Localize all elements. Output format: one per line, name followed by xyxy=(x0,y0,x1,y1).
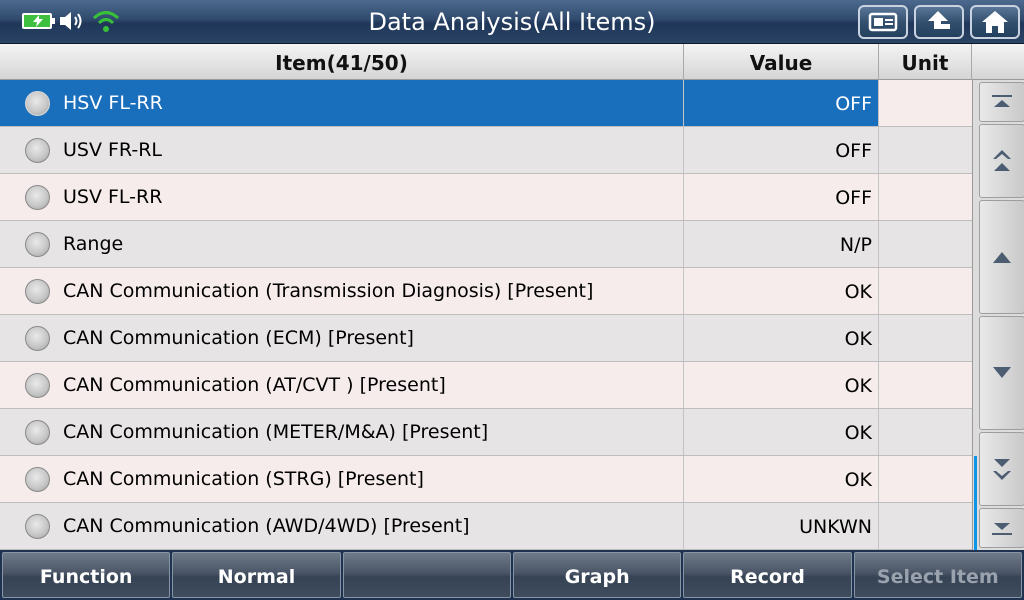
row-radio[interactable] xyxy=(25,419,50,445)
table-row[interactable]: USV FR-RL OFF xyxy=(0,127,972,174)
item-cell: USV FL-RR xyxy=(0,174,684,220)
scroll-bottom-icon xyxy=(992,523,1012,535)
unit-cell xyxy=(879,456,972,502)
item-label: Range xyxy=(63,233,124,255)
item-cell: Range xyxy=(0,221,684,267)
row-radio[interactable] xyxy=(25,372,50,398)
line-down-button[interactable] xyxy=(979,316,1024,430)
column-header-unit: Unit xyxy=(879,44,972,80)
speaker-icon xyxy=(60,12,82,30)
row-radio[interactable] xyxy=(25,137,50,163)
value-cell: OK xyxy=(684,456,879,502)
value-cell: OK xyxy=(684,315,879,361)
item-cell: CAN Communication (METER/M&A) [Present] xyxy=(0,409,684,455)
item-cell: CAN Communication (Transmission Diagnosi… xyxy=(0,268,684,314)
column-header-spacer xyxy=(972,44,1024,80)
unit-cell xyxy=(879,503,972,549)
value-cell: OK xyxy=(684,409,879,455)
scroll-top-icon xyxy=(992,95,1012,107)
value-cell: N/P xyxy=(684,221,879,267)
row-radio[interactable] xyxy=(25,466,50,492)
row-radio[interactable] xyxy=(25,90,50,116)
scroll-bottom-button[interactable] xyxy=(979,508,1024,548)
row-radio[interactable] xyxy=(25,325,50,351)
value-cell: OFF xyxy=(684,174,879,220)
table-row[interactable]: CAN Communication (METER/M&A) [Present] … xyxy=(0,409,972,456)
row-radio[interactable] xyxy=(25,278,50,304)
item-label: HSV FL-RR xyxy=(63,92,163,114)
item-cell: CAN Communication (AT/CVT ) [Present] xyxy=(0,362,684,408)
page-up-button[interactable] xyxy=(979,124,1024,198)
table-header: Item(41/50) Value Unit xyxy=(0,44,1024,80)
unit-cell xyxy=(879,409,972,455)
item-cell: CAN Communication (AWD/4WD) [Present] xyxy=(0,503,684,549)
unit-cell xyxy=(879,80,972,126)
column-header-item: Item(41/50) xyxy=(0,44,684,80)
line-down-icon xyxy=(993,367,1011,378)
unit-cell xyxy=(879,221,972,267)
item-cell: USV FR-RL xyxy=(0,127,684,173)
value-cell: OFF xyxy=(684,80,879,126)
table-row[interactable]: CAN Communication (STRG) [Present] OK xyxy=(0,456,972,503)
line-up-button[interactable] xyxy=(979,200,1024,314)
item-label: CAN Communication (Transmission Diagnosi… xyxy=(63,280,594,302)
select-item-button[interactable]: Select Item xyxy=(853,552,1022,598)
item-label: CAN Communication (METER/M&A) [Present] xyxy=(63,421,489,443)
unit-cell xyxy=(879,268,972,314)
value-cell: OFF xyxy=(684,127,879,173)
value-cell: OK xyxy=(684,362,879,408)
item-cell: HSV FL-RR xyxy=(0,80,684,126)
table-row[interactable]: CAN Communication (AWD/4WD) [Present] UN… xyxy=(0,503,972,550)
line-up-icon xyxy=(993,252,1011,263)
title-bar: Data Analysis(All Items) xyxy=(0,0,1024,44)
value-cell: UNKWN xyxy=(684,503,879,549)
table-row[interactable]: CAN Communication (ECM) [Present] OK xyxy=(0,315,972,362)
column-header-value: Value xyxy=(684,44,879,80)
unit-cell xyxy=(879,127,972,173)
scroll-top-button[interactable] xyxy=(979,82,1024,122)
status-icons xyxy=(22,8,120,34)
screenshot-icon xyxy=(868,12,898,32)
item-cell: CAN Communication (ECM) [Present] xyxy=(0,315,684,361)
page-up-icon xyxy=(993,150,1011,171)
page-down-button[interactable] xyxy=(979,432,1024,506)
item-label: USV FL-RR xyxy=(63,186,163,208)
unit-cell xyxy=(879,315,972,361)
blank-button[interactable] xyxy=(342,552,511,598)
wifi-icon xyxy=(92,11,120,32)
function-button[interactable]: Function xyxy=(2,552,171,598)
table-row[interactable]: Range N/P xyxy=(0,221,972,268)
item-cell: CAN Communication (STRG) [Present] xyxy=(0,456,684,502)
back-button[interactable] xyxy=(914,5,964,39)
battery-icon xyxy=(22,13,55,29)
back-arrow-icon xyxy=(928,11,950,29)
page-down-icon xyxy=(993,459,1011,480)
scrollbar-thumb[interactable] xyxy=(974,456,977,550)
screenshot-button[interactable] xyxy=(858,5,908,39)
home-icon xyxy=(982,11,1008,33)
item-label: USV FR-RL xyxy=(63,139,163,161)
normal-button[interactable]: Normal xyxy=(172,552,341,598)
row-radio[interactable] xyxy=(25,231,50,257)
scroll-panel xyxy=(972,80,1024,550)
row-radio[interactable] xyxy=(25,184,50,210)
graph-button[interactable]: Graph xyxy=(512,552,682,598)
table-row[interactable]: USV FL-RR OFF xyxy=(0,174,972,221)
item-label: CAN Communication (ECM) [Present] xyxy=(63,327,414,349)
table-row[interactable]: CAN Communication (AT/CVT ) [Present] OK xyxy=(0,362,972,409)
record-button[interactable]: Record xyxy=(683,552,852,598)
data-table: HSV FL-RR OFF USV FR-RL OFF USV FL-RR OF… xyxy=(0,80,972,550)
item-label: CAN Communication (AT/CVT ) [Present] xyxy=(63,374,446,396)
table-row[interactable]: CAN Communication (Transmission Diagnosi… xyxy=(0,268,972,315)
page-title: Data Analysis(All Items) xyxy=(368,8,656,36)
row-radio[interactable] xyxy=(25,513,50,539)
item-label: CAN Communication (STRG) [Present] xyxy=(63,468,424,490)
item-label: CAN Communication (AWD/4WD) [Present] xyxy=(63,515,470,537)
table-row[interactable]: HSV FL-RR OFF xyxy=(0,80,972,127)
unit-cell xyxy=(879,362,972,408)
unit-cell xyxy=(879,174,972,220)
home-button[interactable] xyxy=(970,5,1020,39)
bottom-toolbar: Function Normal Graph Record Select Item xyxy=(0,550,1024,600)
value-cell: OK xyxy=(684,268,879,314)
